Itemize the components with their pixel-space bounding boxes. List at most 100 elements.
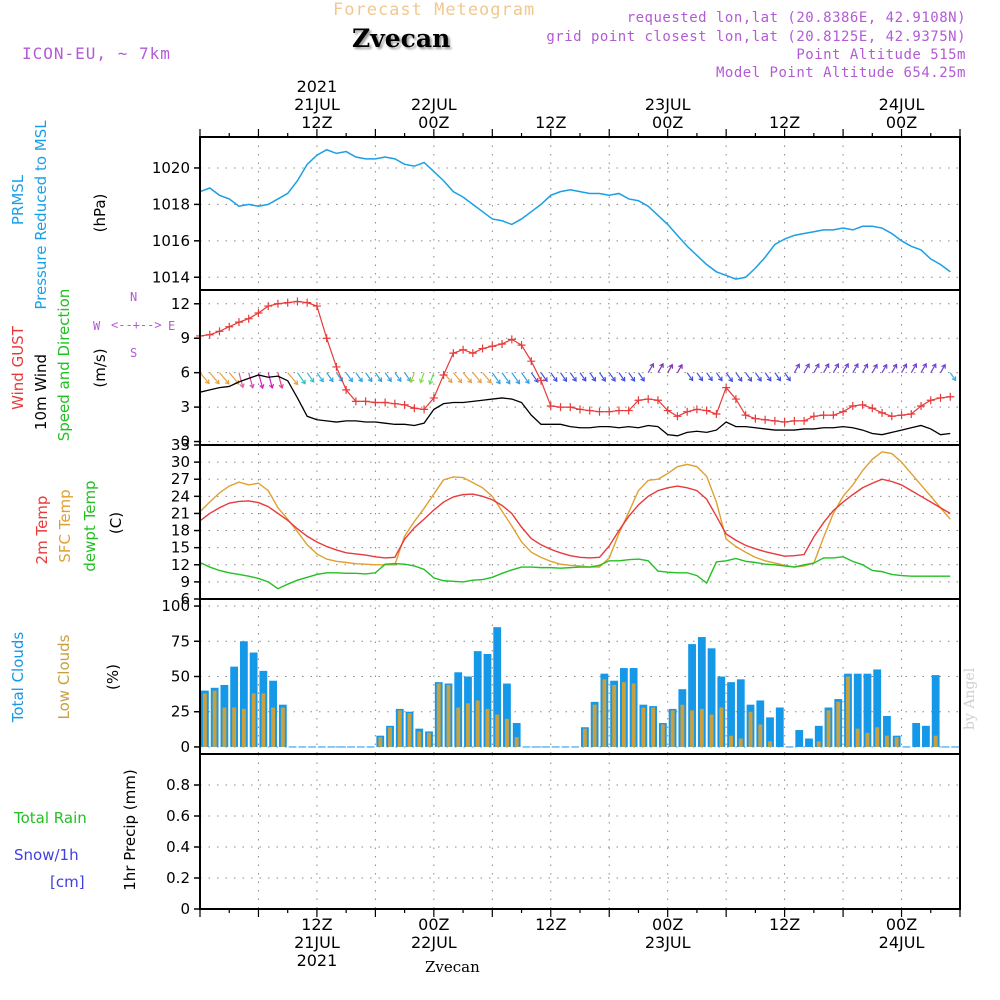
- wind-direction-arrow: [287, 372, 299, 385]
- y-tick-label: 0.4: [166, 838, 190, 856]
- compass-w: W: [93, 319, 101, 333]
- wind-arrow-head: [428, 379, 434, 386]
- gust-marker: [585, 406, 594, 415]
- wind-direction-arrow: [637, 372, 645, 382]
- grid-point-coords: grid point closest lon,lat (20.8125E, 42…: [546, 29, 966, 45]
- low-cloud-bar: [417, 731, 422, 747]
- wind-arrow-head: [931, 363, 937, 369]
- gust-marker: [488, 342, 497, 351]
- wind-arrow-head: [737, 376, 743, 382]
- wind-arrow-head: [844, 362, 849, 368]
- y-tick-label: 27: [171, 470, 190, 488]
- wind-direction-arrow: [667, 364, 673, 373]
- wind-arrow-head: [205, 379, 210, 385]
- gust-marker: [663, 406, 672, 415]
- wind-direction-arrow: [939, 364, 946, 373]
- bottom-time-label: 12Z: [301, 915, 332, 934]
- wind-arrow-head: [224, 379, 230, 385]
- wind-direction-arrow: [686, 372, 694, 381]
- low-cloud-bar: [582, 728, 587, 747]
- top-time-label: 21JUL: [294, 95, 340, 114]
- chart-marks: [196, 148, 960, 748]
- gust-marker: [556, 403, 565, 412]
- ms-label: (m/s): [91, 348, 109, 388]
- wind-direction-arrow: [374, 372, 382, 382]
- wind-direction-arrow: [618, 372, 626, 382]
- gust-marker: [527, 357, 536, 366]
- wind-direction-arrow: [277, 372, 283, 389]
- low-cloud-bar: [690, 710, 695, 747]
- low-cloud-bar: [826, 710, 831, 747]
- total-cloud-bar: [503, 683, 511, 747]
- bottom-time-label: 12Z: [769, 915, 800, 934]
- gust-marker: [244, 314, 253, 323]
- wind-direction-arrow: [764, 372, 772, 382]
- wind-direction-arrow: [920, 363, 927, 373]
- low-cloud-bar: [758, 724, 763, 747]
- bottom-time-label: 00Z: [418, 915, 449, 934]
- low-cloud-bar: [592, 704, 597, 747]
- low-cloud-bar: [660, 724, 665, 747]
- low-cloud-bar: [446, 684, 451, 747]
- panel-frame: [199, 136, 961, 291]
- gust-line: [199, 300, 951, 423]
- total-rain-label: Total Rain: [14, 809, 87, 827]
- wind-arrow-head: [805, 363, 810, 369]
- wind-arrow-head: [214, 379, 220, 385]
- bottom-time-label: 23JUL: [645, 933, 691, 952]
- wind-arrow-head: [757, 376, 762, 382]
- y-tick-label: 0: [180, 900, 190, 918]
- low-cloud-bar: [514, 737, 519, 747]
- compass-s: S: [130, 346, 138, 360]
- y-tick-label: 0.8: [166, 776, 190, 794]
- gust-marker: [225, 322, 234, 331]
- low-cloud-bar: [407, 713, 412, 747]
- wind-arrow-head: [591, 376, 597, 382]
- wind-arrow-head: [387, 377, 392, 383]
- gust-marker: [576, 405, 584, 414]
- hpa-label: (hPa): [91, 193, 109, 233]
- wind-direction-arrow: [306, 372, 315, 383]
- gust-marker: [546, 401, 555, 410]
- total-cloud-bar: [756, 700, 765, 747]
- bottom-time-label: 12Z: [535, 915, 566, 934]
- gust-marker: [644, 395, 653, 404]
- wind-direction-arrow: [550, 372, 558, 382]
- wind-arrow-head: [708, 376, 713, 382]
- low-cloud-bar: [748, 711, 753, 747]
- low-cloud-bar: [651, 707, 656, 747]
- low-cloud-bar: [846, 676, 850, 747]
- wind-direction-arrow: [676, 364, 683, 373]
- y-tick-label: 9: [180, 573, 190, 591]
- total-cloud-bar: [805, 738, 813, 747]
- wind-direction-arrow: [930, 363, 937, 373]
- low-cloud-bar: [261, 693, 266, 747]
- panel-frames: [199, 136, 961, 910]
- wind-arrow-head: [668, 363, 674, 369]
- wind-arrow-head: [358, 377, 363, 383]
- wind-arrow-head: [562, 377, 568, 383]
- wind-direction-arrow: [267, 372, 273, 389]
- wind-direction-arrow: [715, 372, 723, 381]
- low-cloud-bar: [202, 693, 207, 747]
- wind-arrow-head: [552, 377, 558, 383]
- low-cloud-bar: [612, 684, 617, 747]
- gust-marker: [683, 407, 692, 416]
- wind-arrow-head: [766, 376, 772, 382]
- gust-marker: [293, 297, 302, 306]
- total-cloud-bar: [493, 627, 502, 747]
- precip-label: 1hr Precip (mm): [121, 769, 139, 891]
- wind-arrow-head: [922, 362, 927, 368]
- point-altitude: Point Altitude 515m: [796, 47, 966, 63]
- wind-arrow-head: [659, 362, 664, 368]
- wind-direction-arrow: [910, 363, 917, 373]
- wind-direction-arrow: [745, 372, 752, 382]
- low-cloud-bar: [505, 718, 509, 747]
- wind-direction-arrow: [774, 372, 781, 381]
- gust-marker: [381, 398, 390, 407]
- top-time-label: 12Z: [301, 113, 332, 132]
- gust-marker: [722, 383, 731, 392]
- gust-marker: [605, 407, 614, 416]
- temp2m-line: [199, 478, 951, 559]
- total-cloud-bar: [883, 715, 891, 747]
